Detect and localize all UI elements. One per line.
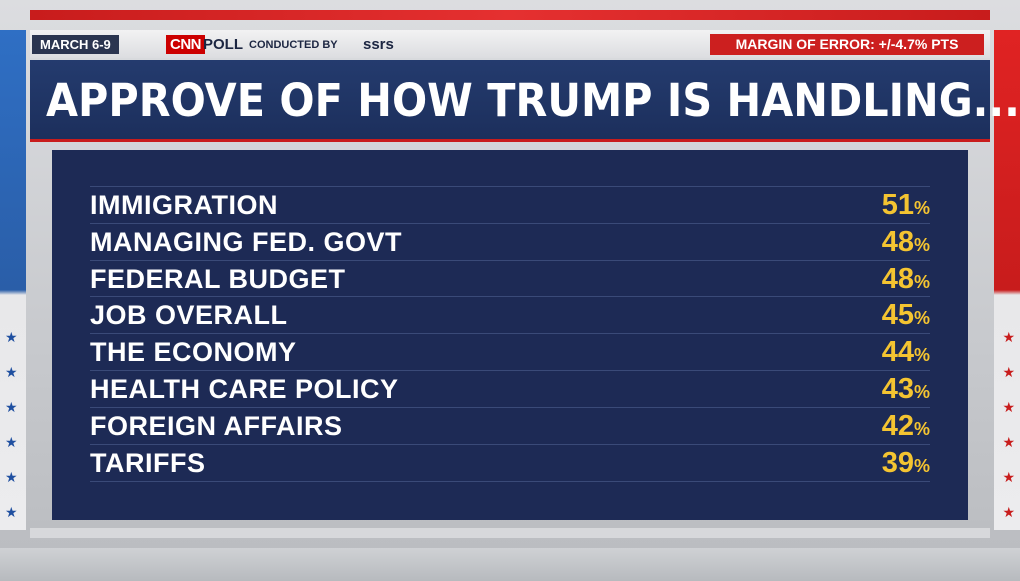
star-icon: ★ — [1002, 399, 1015, 415]
row-value: 43% — [882, 373, 930, 408]
table-row: MANAGING FED. GOVT 48% — [90, 222, 930, 261]
row-label: MANAGING FED. GOVT — [90, 226, 402, 257]
value-number: 43 — [881, 373, 914, 405]
cnn-logo: CNN — [166, 35, 205, 54]
row-label: THE ECONOMY — [90, 337, 297, 368]
star-icon: ★ — [5, 364, 18, 380]
star-icon: ★ — [1002, 434, 1015, 450]
row-value: 44% — [882, 336, 930, 371]
table-row: HEALTH CARE POLICY 43% — [90, 370, 930, 407]
star-icon: ★ — [5, 399, 18, 415]
row-label: FEDERAL BUDGET — [90, 263, 346, 294]
row-label: FOREIGN AFFAIRS — [90, 410, 343, 441]
value-number: 45 — [881, 299, 914, 332]
star-icon: ★ — [5, 504, 18, 520]
percent-sign: % — [913, 308, 930, 329]
value-number: 51 — [881, 189, 914, 221]
row-label: TARIFFS — [90, 447, 206, 478]
percent-sign: % — [913, 455, 930, 476]
row-label: HEALTH CARE POLICY — [90, 374, 399, 404]
table-row: JOB OVERALL 45% — [90, 296, 930, 333]
percent-sign: % — [913, 198, 930, 218]
bottom-base — [0, 548, 1020, 581]
pollster-logo: ssrs — [363, 36, 394, 53]
conducted-by-label: CONDUCTED BY — [249, 39, 338, 51]
value-number: 48 — [881, 225, 914, 258]
table-row: FEDERAL BUDGET 48% — [90, 259, 930, 298]
right-red-edge — [994, 30, 1020, 530]
poll-label: POLL — [203, 36, 243, 53]
table-row: IMMIGRATION 51% — [90, 186, 930, 223]
row-value: 48% — [882, 263, 930, 298]
star-icon: ★ — [1002, 469, 1015, 485]
row-value: 48% — [882, 226, 930, 261]
table-row: THE ECONOMY 44% — [90, 333, 930, 370]
percent-sign: % — [913, 345, 930, 366]
row-label: JOB OVERALL — [90, 300, 288, 331]
percent-sign: % — [913, 234, 930, 255]
star-icon: ★ — [5, 469, 18, 485]
table-row: FOREIGN AFFAIRS 42% — [90, 406, 930, 445]
percent-sign: % — [913, 382, 930, 402]
star-icon: ★ — [1002, 329, 1015, 345]
value-number: 42 — [881, 409, 914, 442]
results-panel: IMMIGRATION 51% MANAGING FED. GOVT 48% FEDER… — [52, 150, 968, 520]
top-red-stripe — [30, 10, 990, 20]
poll-date: MARCH 6-9 — [32, 35, 119, 54]
star-icon: ★ — [5, 434, 18, 450]
value-number: 48 — [881, 262, 914, 295]
percent-sign: % — [913, 418, 930, 439]
bottom-strip — [30, 528, 990, 538]
chart-title: APPROVE OF HOW TRUMP IS HANDLING... — [46, 74, 1020, 127]
row-value: 51% — [882, 189, 930, 224]
row-value: 42% — [882, 410, 930, 445]
star-icon: ★ — [1002, 364, 1015, 380]
row-value: 39% — [882, 447, 930, 482]
title-bar: APPROVE OF HOW TRUMP IS HANDLING... — [30, 60, 1020, 142]
value-number: 44 — [881, 336, 914, 369]
row-value: 45% — [882, 299, 930, 334]
table-row: TARIFFS 39% — [90, 443, 930, 482]
left-blue-edge — [0, 30, 26, 530]
row-label: IMMIGRATION — [90, 190, 278, 220]
star-icon: ★ — [1002, 504, 1015, 520]
star-icon: ★ — [5, 329, 18, 345]
percent-sign: % — [913, 271, 930, 292]
margin-of-error-badge: MARGIN OF ERROR: +/-4.7% PTS — [710, 34, 984, 55]
value-number: 39 — [881, 446, 914, 479]
